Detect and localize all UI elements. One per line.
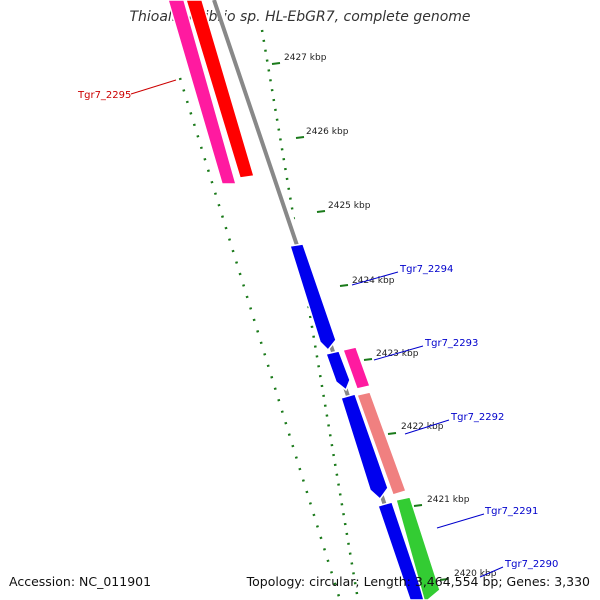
kbp-label-2425: 2425 kbp — [328, 201, 371, 211]
kbp-label-2423: 2423 kbp — [376, 349, 419, 359]
gene-leaders — [130, 79, 504, 578]
gene-label-tgr7-2293[interactable]: Tgr7_2293 — [424, 338, 478, 349]
gene-tgr7-2291 — [377, 501, 426, 600]
gene-pink-mid — [342, 346, 371, 390]
kbp-label-2426: 2426 kbp — [306, 127, 349, 137]
inner-tick-track — [178, 77, 342, 600]
gene-pink-top — [167, 0, 237, 185]
gene-label-tgr7-2291[interactable]: Tgr7_2291 — [484, 506, 538, 517]
accession-text: Accession: NC_011901 — [9, 574, 152, 589]
gene-tgr7-2292 — [340, 393, 389, 501]
map-title: Thioalkalivibrio sp. HL-EbGR7, complete … — [129, 9, 471, 25]
kbp-label-2424: 2424 kbp — [352, 276, 395, 286]
kbp-label-2421: 2421 kbp — [427, 495, 470, 505]
gene-salmon — [356, 391, 407, 496]
kbp-label-2420: 2420 kbp — [454, 569, 497, 579]
kbp-label-2427: 2427 kbp — [284, 53, 327, 63]
gene-green — [395, 496, 441, 600]
kbp-ticks — [271, 62, 449, 581]
gene-label-tgr7-2292[interactable]: Tgr7_2292 — [450, 412, 504, 423]
gene-red-top — [185, 0, 255, 179]
outer-tick-track — [260, 29, 360, 600]
gene-label-tgr7-2290[interactable]: Tgr7_2290 — [504, 559, 558, 570]
genome-summary: Topology: circular; Length: 3,464,554 bp… — [246, 574, 590, 589]
kbp-label-2422: 2422 kbp — [401, 422, 444, 432]
gene-label-tgr7-2295[interactable]: Tgr7_2295 — [77, 90, 131, 101]
gene-label-tgr7-2294[interactable]: Tgr7_2294 — [399, 264, 453, 275]
gene-tgr7-2293 — [325, 350, 351, 392]
gene-tgr7-2294 — [289, 243, 337, 352]
